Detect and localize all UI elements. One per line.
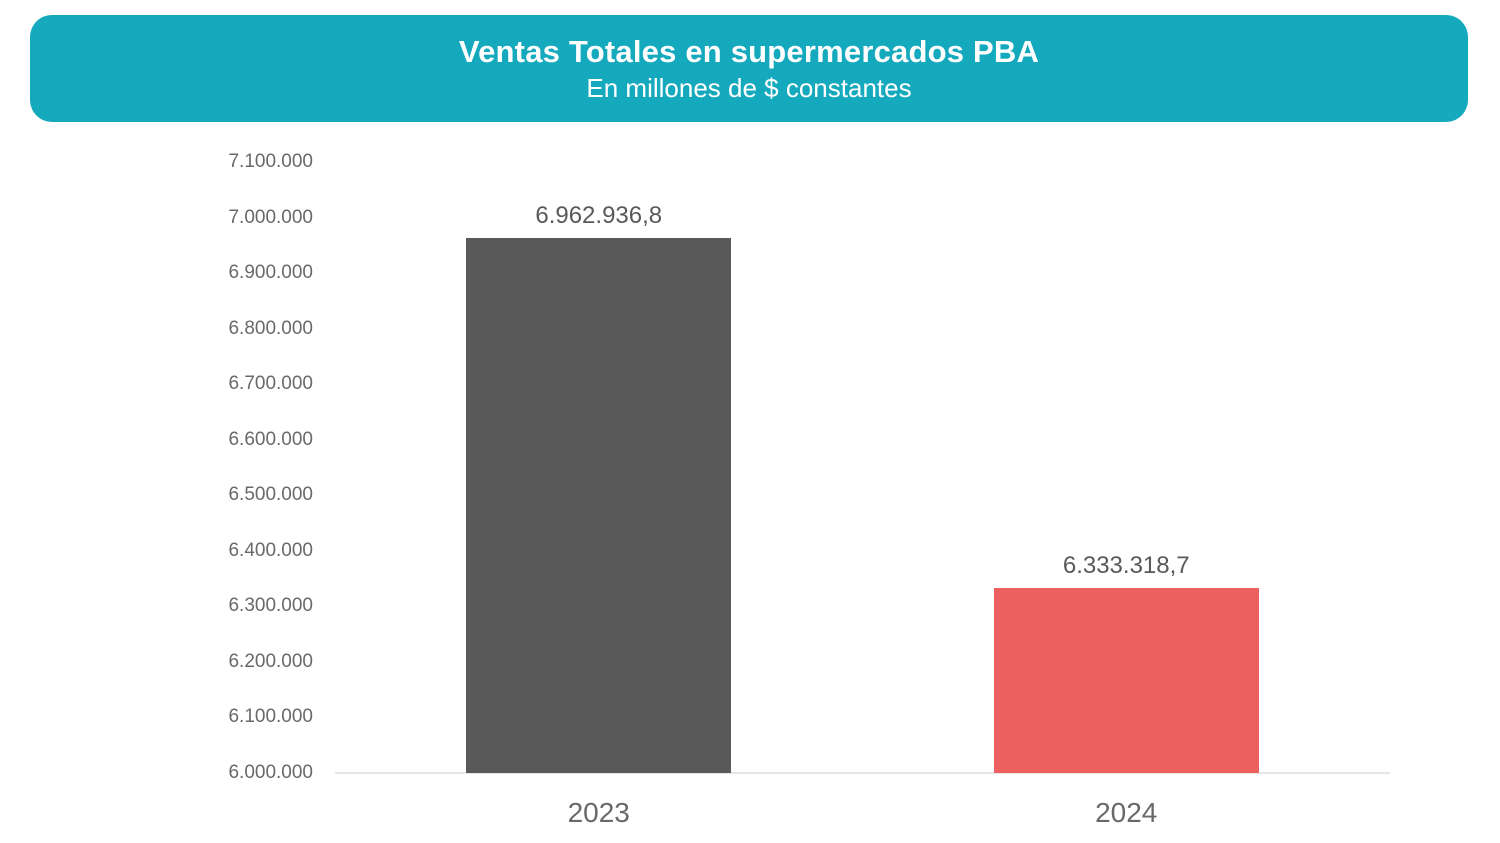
y-axis-tick-label: 6.500.000	[228, 484, 313, 506]
y-axis-tick-label: 6.400.000	[228, 539, 313, 561]
bar-value-label-2023: 6.962.936,8	[535, 202, 663, 230]
bar-2024	[993, 587, 1259, 773]
x-axis-category-label-2024: 2024	[1095, 797, 1158, 828]
y-axis-tick-label: 6.200.000	[228, 650, 313, 672]
chart-title-banner: Ventas Totales en supermercados PBA En m…	[30, 15, 1468, 122]
y-axis-tick-label: 6.600.000	[228, 428, 313, 450]
y-axis-tick-label: 7.100.000	[228, 151, 313, 172]
y-axis-tick-label: 7.000.000	[228, 206, 313, 228]
y-axis-tick-label: 6.800.000	[228, 317, 313, 339]
bar-2023	[466, 238, 732, 773]
x-axis-category-label-2023: 2023	[567, 797, 630, 828]
y-axis-tick-label: 6.900.000	[228, 262, 313, 284]
y-axis-tick-label: 6.300.000	[228, 595, 313, 617]
x-axis-baseline	[335, 772, 1390, 774]
y-axis-tick-label: 6.700.000	[228, 373, 313, 395]
bar-value-label-2024: 6.333.318,7	[1062, 551, 1190, 579]
y-axis-tick-label: 6.100.000	[228, 706, 313, 728]
chart-subtitle: En millones de $ constantes	[586, 73, 912, 104]
chart-title: Ventas Totales en supermercados PBA	[458, 34, 1040, 70]
y-axis-tick-label: 6.000.000	[228, 762, 313, 783]
